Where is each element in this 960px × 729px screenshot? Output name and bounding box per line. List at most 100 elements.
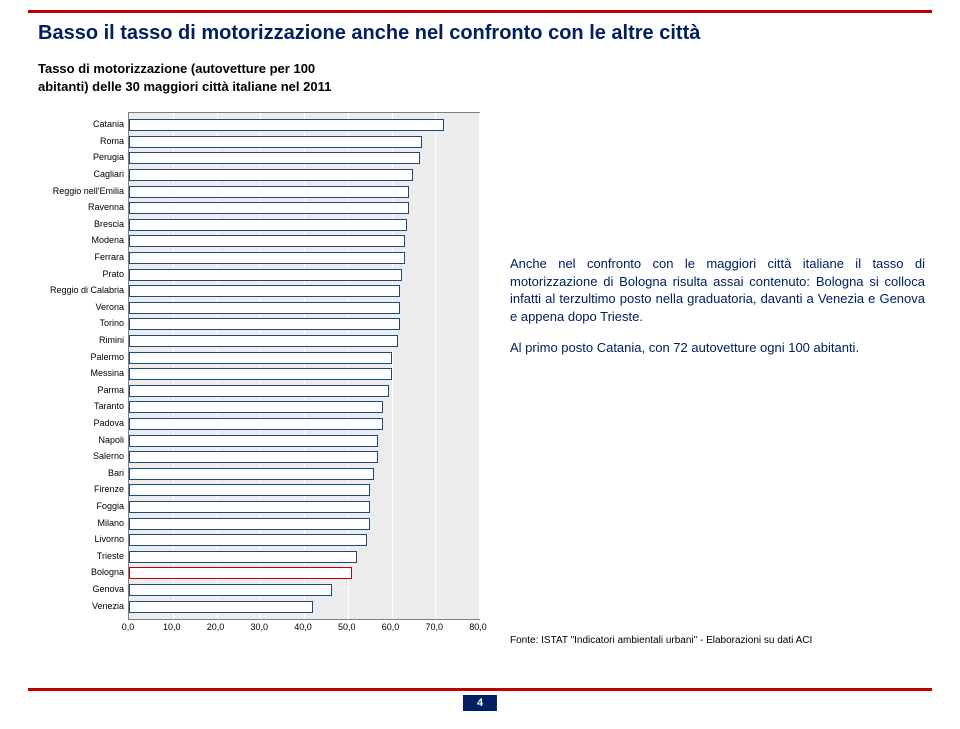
- subtitle-line-2: abitanti) delle 30 maggiori città italia…: [38, 79, 331, 94]
- bar: [129, 285, 400, 297]
- bar: [129, 584, 332, 596]
- bar: [129, 219, 407, 231]
- bar-row: [129, 252, 479, 264]
- bar: [129, 551, 357, 563]
- bar-row: [129, 385, 479, 397]
- bar: [129, 318, 400, 330]
- bar: [129, 468, 374, 480]
- bar: [129, 302, 400, 314]
- y-axis-labels: Catania Roma Perugia Cagliari Reggio nell'Em…: [28, 116, 124, 614]
- bar-row: [129, 518, 479, 530]
- y-axis-label: Roma: [28, 135, 124, 147]
- bar-row: [129, 601, 479, 613]
- y-axis-label: Torino: [28, 317, 124, 329]
- bar: [129, 352, 392, 364]
- bar-row: [129, 152, 479, 164]
- y-axis-label: Messina: [28, 367, 124, 379]
- y-axis-label: Catania: [28, 118, 124, 130]
- bar-row: [129, 219, 479, 231]
- bar: [129, 501, 370, 513]
- y-axis-label: Livorno: [28, 533, 124, 545]
- bar-row: [129, 468, 479, 480]
- bar-row: [129, 451, 479, 463]
- y-axis-label: Venezia: [28, 600, 124, 612]
- bar-row: [129, 401, 479, 413]
- y-axis-label: Bologna: [28, 566, 124, 578]
- body-paragraph-2: Al primo posto Catania, con 72 autovettu…: [510, 339, 925, 357]
- y-axis-label: Bari: [28, 467, 124, 479]
- x-axis-label: 70,0: [425, 622, 443, 632]
- bar: [129, 169, 413, 181]
- bar-row: [129, 186, 479, 198]
- bar: [129, 269, 402, 281]
- y-axis-label: Genova: [28, 583, 124, 595]
- y-axis-label: Padova: [28, 417, 124, 429]
- bar-row: [129, 318, 479, 330]
- bar-row: [129, 235, 479, 247]
- bar: [129, 235, 405, 247]
- bar-row: [129, 584, 479, 596]
- bar: [129, 368, 392, 380]
- y-axis-label: Perugia: [28, 151, 124, 163]
- y-axis-label: Reggio di Calabria: [28, 284, 124, 296]
- bar-row: [129, 534, 479, 546]
- y-axis-label: Ravenna: [28, 201, 124, 213]
- bar: [129, 252, 405, 264]
- bar-row: [129, 435, 479, 447]
- bar: [129, 435, 378, 447]
- x-axis-label: 30,0: [250, 622, 268, 632]
- y-axis-label: Reggio nell'Emilia: [28, 185, 124, 197]
- y-axis-label: Cagliari: [28, 168, 124, 180]
- bar-row: [129, 368, 479, 380]
- x-axis-label: 40,0: [294, 622, 312, 632]
- bar-row: [129, 551, 479, 563]
- bar-row: [129, 302, 479, 314]
- y-axis-label: Prato: [28, 268, 124, 280]
- bar: [129, 186, 409, 198]
- page-number: 4: [463, 695, 497, 711]
- y-axis-label: Trieste: [28, 550, 124, 562]
- bar: [129, 385, 389, 397]
- y-axis-label: Brescia: [28, 218, 124, 230]
- y-axis-label: Milano: [28, 517, 124, 529]
- bar-chart: Catania Roma Perugia Cagliari Reggio nell'Em…: [28, 108, 488, 648]
- bar: [129, 401, 383, 413]
- body-paragraph-1: Anche nel confronto con le maggiori citt…: [510, 255, 925, 325]
- header-rule: [28, 10, 932, 13]
- bar-row: [129, 567, 479, 579]
- bar: [129, 136, 422, 148]
- bar-row: [129, 169, 479, 181]
- y-axis-label: Rimini: [28, 334, 124, 346]
- bar: [129, 601, 313, 613]
- y-axis-label: Foggia: [28, 500, 124, 512]
- y-axis-label: Napoli: [28, 434, 124, 446]
- x-axis-label: 60,0: [382, 622, 400, 632]
- bar-row: [129, 418, 479, 430]
- chart-subtitle: Tasso di motorizzazione (autovetture per…: [38, 60, 331, 95]
- y-axis-label: Palermo: [28, 351, 124, 363]
- x-axis-label: 0,0: [122, 622, 135, 632]
- x-axis-label: 10,0: [163, 622, 181, 632]
- bar-row: [129, 335, 479, 347]
- body-text: Anche nel confronto con le maggiori citt…: [510, 255, 925, 371]
- y-axis-label: Ferrara: [28, 251, 124, 263]
- bar: [129, 534, 367, 546]
- bar: [129, 451, 378, 463]
- subtitle-line-1: Tasso di motorizzazione (autovetture per…: [38, 61, 315, 76]
- bar-row: [129, 484, 479, 496]
- x-axis-label: 20,0: [207, 622, 225, 632]
- y-axis-label: Salerno: [28, 450, 124, 462]
- x-axis-labels: 0,010,020,030,040,050,060,070,080,0: [128, 622, 478, 642]
- y-axis-label: Verona: [28, 301, 124, 313]
- bar: [129, 418, 383, 430]
- source-text: Fonte: ISTAT "Indicatori ambientali urba…: [510, 635, 812, 646]
- y-axis-label: Firenze: [28, 483, 124, 495]
- bar-row: [129, 202, 479, 214]
- bar: [129, 335, 398, 347]
- bar: [129, 484, 370, 496]
- bar: [129, 152, 420, 164]
- bar-row: [129, 352, 479, 364]
- y-axis-label: Taranto: [28, 400, 124, 412]
- y-axis-label: Modena: [28, 234, 124, 246]
- footer-rule: [28, 688, 932, 691]
